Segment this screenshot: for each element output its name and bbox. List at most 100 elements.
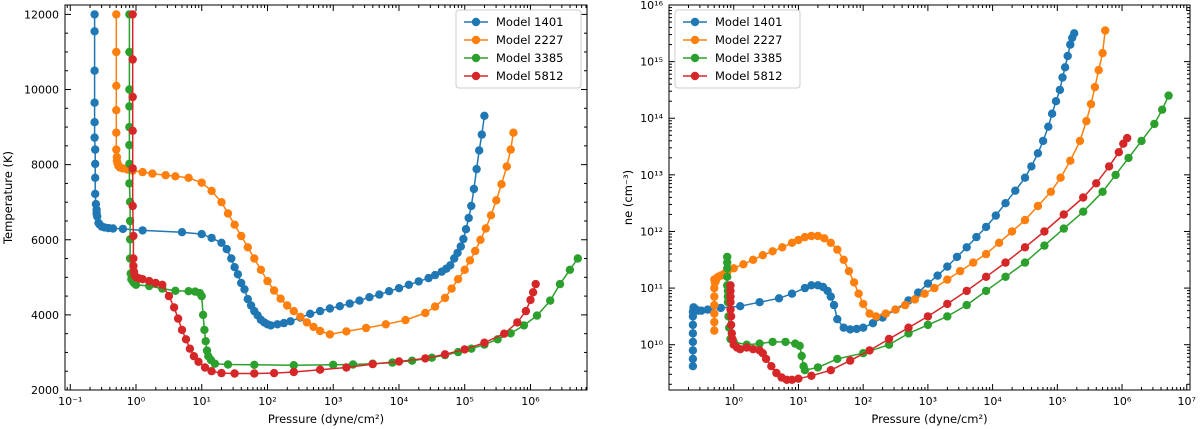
plot-area <box>688 26 1173 384</box>
data-point <box>1007 227 1017 236</box>
data-point <box>787 375 797 384</box>
data-point <box>981 286 991 296</box>
data-point <box>497 180 506 189</box>
data-point <box>884 334 894 344</box>
data-point <box>778 243 787 252</box>
data-point <box>923 279 933 288</box>
data-point <box>414 277 423 286</box>
data-point <box>800 366 810 375</box>
y-tick-label: 10¹⁴ <box>640 112 663 125</box>
x-tick-label: 10⁷ <box>1178 395 1196 408</box>
data-point <box>91 159 100 169</box>
data-point <box>217 198 226 207</box>
data-point <box>1158 105 1167 114</box>
data-point <box>289 361 298 370</box>
y-tick-label: 10000 <box>24 84 59 97</box>
legend: Model 1401 Model 2227 Model 3385 Model 5812 <box>455 9 582 89</box>
data-point <box>1098 48 1107 58</box>
data-point <box>112 81 121 91</box>
data-point <box>1040 241 1049 250</box>
data-point <box>90 118 99 127</box>
data-point <box>943 299 952 309</box>
data-point <box>283 301 292 310</box>
data-point <box>197 178 206 187</box>
data-point <box>125 47 134 57</box>
series-line <box>729 137 1128 381</box>
data-point <box>230 220 239 229</box>
x-tick-label: 10¹ <box>193 395 211 408</box>
data-point <box>506 145 515 154</box>
data-point <box>1001 199 1010 208</box>
data-point <box>729 264 738 273</box>
data-point <box>688 362 698 371</box>
data-point <box>329 360 338 369</box>
data-point <box>800 232 810 242</box>
data-point <box>1033 201 1043 211</box>
data-point <box>440 350 450 359</box>
series-model-1401 <box>688 29 1079 371</box>
series-model-3385 <box>125 10 582 370</box>
data-point <box>833 315 842 324</box>
data-point <box>844 266 854 276</box>
data-point <box>171 172 180 181</box>
data-point <box>509 128 518 137</box>
data-point <box>345 299 354 308</box>
data-point <box>981 222 991 232</box>
data-point <box>230 263 239 272</box>
data-point <box>222 244 231 254</box>
data-point <box>394 284 404 293</box>
data-point <box>90 133 99 142</box>
data-point <box>112 145 121 154</box>
data-point <box>755 339 764 348</box>
data-point <box>128 201 137 211</box>
data-point <box>1038 136 1048 146</box>
data-point <box>91 173 100 182</box>
x-tick-label: 10⁵ <box>456 395 474 408</box>
x-tick-label: 10⁰ <box>127 395 146 408</box>
data-point <box>1055 85 1065 95</box>
data-point <box>688 354 698 364</box>
data-point <box>230 369 239 378</box>
data-point <box>472 164 481 174</box>
y-tick-label: 10¹³ <box>640 169 663 182</box>
data-point <box>480 111 489 121</box>
data-point <box>269 286 279 295</box>
data-point <box>748 345 758 354</box>
legend-marker <box>690 53 700 63</box>
data-point <box>164 291 174 301</box>
data-point <box>736 302 745 311</box>
data-point <box>1001 258 1010 267</box>
data-point <box>460 345 469 354</box>
series-model-2227 <box>710 26 1110 335</box>
data-point <box>739 260 748 269</box>
data-point <box>401 315 410 325</box>
data-point <box>1020 258 1030 267</box>
data-point <box>112 10 121 19</box>
data-point <box>112 106 121 115</box>
series-model-5812 <box>726 133 1132 384</box>
series-model-5812 <box>128 10 540 378</box>
data-point <box>200 325 209 335</box>
data-point <box>1070 29 1079 38</box>
data-point <box>492 196 501 205</box>
data-point <box>1001 272 1010 281</box>
data-point <box>781 337 790 347</box>
data-point <box>774 294 784 303</box>
data-point <box>424 273 433 283</box>
data-point <box>129 254 138 263</box>
data-point <box>859 323 868 332</box>
data-point <box>943 312 952 321</box>
data-point <box>820 234 829 243</box>
data-point <box>480 338 489 347</box>
x-tick-label: 10⁻¹ <box>58 395 82 408</box>
data-point <box>1066 156 1075 165</box>
data-point <box>1111 170 1120 180</box>
data-point <box>453 248 462 258</box>
data-point <box>565 265 575 274</box>
data-point <box>846 325 855 334</box>
data-point <box>891 305 900 314</box>
data-point <box>846 356 855 365</box>
data-point <box>256 265 266 274</box>
data-point <box>1090 82 1100 92</box>
